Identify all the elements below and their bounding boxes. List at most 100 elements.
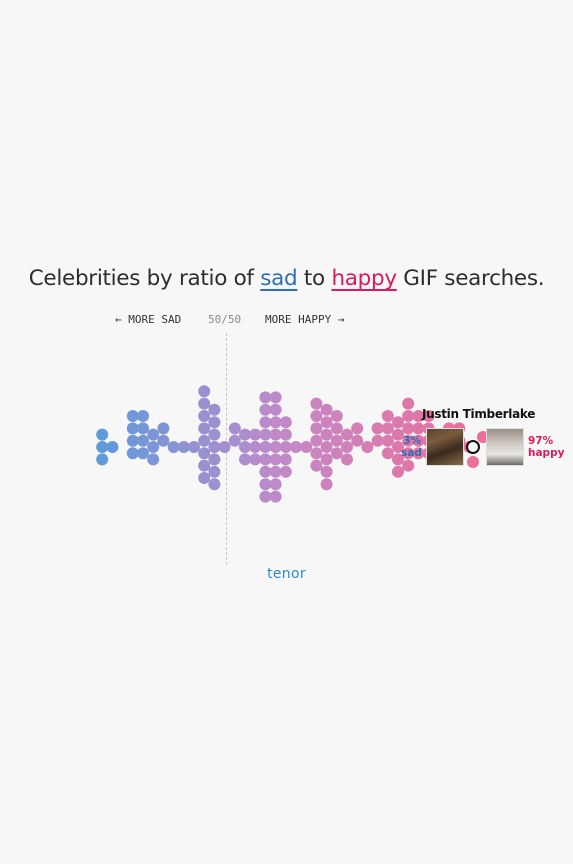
celebrity-dot[interactable] [208,465,221,478]
celebrity-dot[interactable] [259,478,272,491]
celebrity-dot[interactable] [269,403,282,416]
celebrity-dot[interactable] [310,434,323,447]
celebrity-dot[interactable] [126,422,139,435]
celebrity-dot[interactable] [126,410,139,422]
celebrity-dot[interactable] [259,490,272,503]
celebrity-dot[interactable] [402,422,415,435]
celebrity-dot[interactable] [218,441,231,453]
celebrity-dot[interactable] [310,447,323,460]
celebrity-dot[interactable] [269,478,282,491]
celebrity-dot[interactable] [208,403,221,416]
celebrity-dot[interactable] [402,434,415,447]
celebrity-dot[interactable] [198,385,211,398]
celebrity-dot[interactable] [208,453,221,466]
celebrity-dot[interactable] [402,410,415,422]
celebrity-dot[interactable] [147,453,160,466]
celebrity-dot[interactable] [341,441,353,453]
celebrity-dot[interactable] [320,428,333,441]
celebrity-dot[interactable] [269,441,282,453]
celebrity-dot[interactable] [341,453,353,466]
celebrity-dot[interactable] [126,447,139,460]
celebrity-dot[interactable] [157,434,170,447]
happy-gif-thumbnail[interactable] [486,428,524,466]
celebrity-dot[interactable] [208,416,221,429]
celebrity-dot[interactable] [320,453,333,466]
celebrity-dot[interactable] [279,465,292,478]
highlighted-celebrity-dot[interactable] [466,440,480,454]
celebrity-dot[interactable] [147,428,160,441]
celebrity-dot[interactable] [310,459,323,472]
celebrity-dot[interactable] [381,434,394,447]
celebrity-dot[interactable] [177,441,190,453]
celebrity-dot[interactable] [310,410,323,422]
celebrity-dot[interactable] [351,434,364,447]
celebrity-dot[interactable] [137,422,149,435]
celebrity-dot[interactable] [330,422,343,435]
celebrity-dot[interactable] [402,459,415,472]
celebrity-dot[interactable] [402,397,415,410]
celebrity-dot[interactable] [402,447,415,460]
celebrity-dot[interactable] [290,441,302,453]
celebrity-dot[interactable] [259,453,272,466]
celebrity-dot[interactable] [467,456,479,468]
sad-gif-thumbnail[interactable] [426,428,464,466]
celebrity-dot[interactable] [279,441,292,453]
celebrity-dot[interactable] [422,410,435,422]
celebrity-dot[interactable] [269,391,282,404]
celebrity-dot[interactable] [208,478,221,491]
celebrity-dot[interactable] [341,428,353,441]
celebrity-dot[interactable] [137,434,149,447]
celebrity-dot[interactable] [310,397,323,410]
celebrity-dot[interactable] [392,441,404,453]
celebrity-dot[interactable] [239,453,251,466]
celebrity-dot[interactable] [106,441,119,453]
celebrity-dot[interactable] [96,428,109,441]
celebrity-dot[interactable] [412,434,425,447]
celebrity-dot[interactable] [228,434,241,447]
celebrity-dot[interactable] [320,441,333,453]
celebrity-dot[interactable] [167,441,180,453]
celebrity-dot[interactable] [279,453,292,466]
celebrity-dot[interactable] [259,428,272,441]
celebrity-dot[interactable] [137,410,149,422]
celebrity-dot[interactable] [259,441,272,453]
celebrity-dot[interactable] [198,472,211,484]
celebrity-dot[interactable] [412,422,425,435]
celebrity-dot[interactable] [300,441,313,453]
celebrity-dot[interactable] [392,428,404,441]
celebrity-dot[interactable] [279,428,292,441]
celebrity-dot[interactable] [330,434,343,447]
celebrity-dot[interactable] [412,410,425,422]
celebrity-dot[interactable] [249,428,262,441]
celebrity-dot[interactable] [361,441,374,453]
celebrity-dot[interactable] [198,422,211,435]
celebrity-dot[interactable] [208,441,221,453]
celebrity-dot[interactable] [269,490,282,503]
celebrity-dot[interactable] [157,422,170,435]
celebrity-dot[interactable] [320,478,333,491]
celebrity-dot[interactable] [320,465,333,478]
celebrity-dot[interactable] [198,459,211,472]
celebrity-dot[interactable] [330,447,343,460]
celebrity-dot[interactable] [392,465,404,478]
celebrity-dot[interactable] [392,416,404,429]
celebrity-dot[interactable] [239,441,251,453]
celebrity-dot[interactable] [188,441,200,453]
celebrity-dot[interactable] [310,422,323,435]
celebrity-dot[interactable] [249,453,262,466]
celebrity-dot[interactable] [228,422,241,435]
celebrity-dot[interactable] [147,441,160,453]
celebrity-dot[interactable] [198,434,211,447]
celebrity-dot[interactable] [330,410,343,422]
celebrity-dot[interactable] [269,465,282,478]
title-sad-word[interactable]: sad [260,266,298,291]
celebrity-dot[interactable] [96,441,109,453]
celebrity-dot[interactable] [392,453,404,466]
celebrity-dot[interactable] [269,453,282,466]
celebrity-dot[interactable] [381,422,394,435]
celebrity-dot[interactable] [198,410,211,422]
celebrity-dot[interactable] [259,416,272,429]
celebrity-dot[interactable] [198,447,211,460]
celebrity-dot[interactable] [320,416,333,429]
celebrity-dot[interactable] [239,428,251,441]
